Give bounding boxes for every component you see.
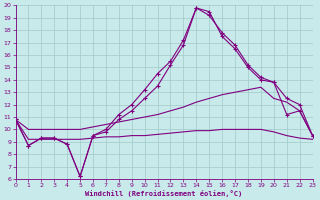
X-axis label: Windchill (Refroidissement éolien,°C): Windchill (Refroidissement éolien,°C) (85, 190, 243, 197)
